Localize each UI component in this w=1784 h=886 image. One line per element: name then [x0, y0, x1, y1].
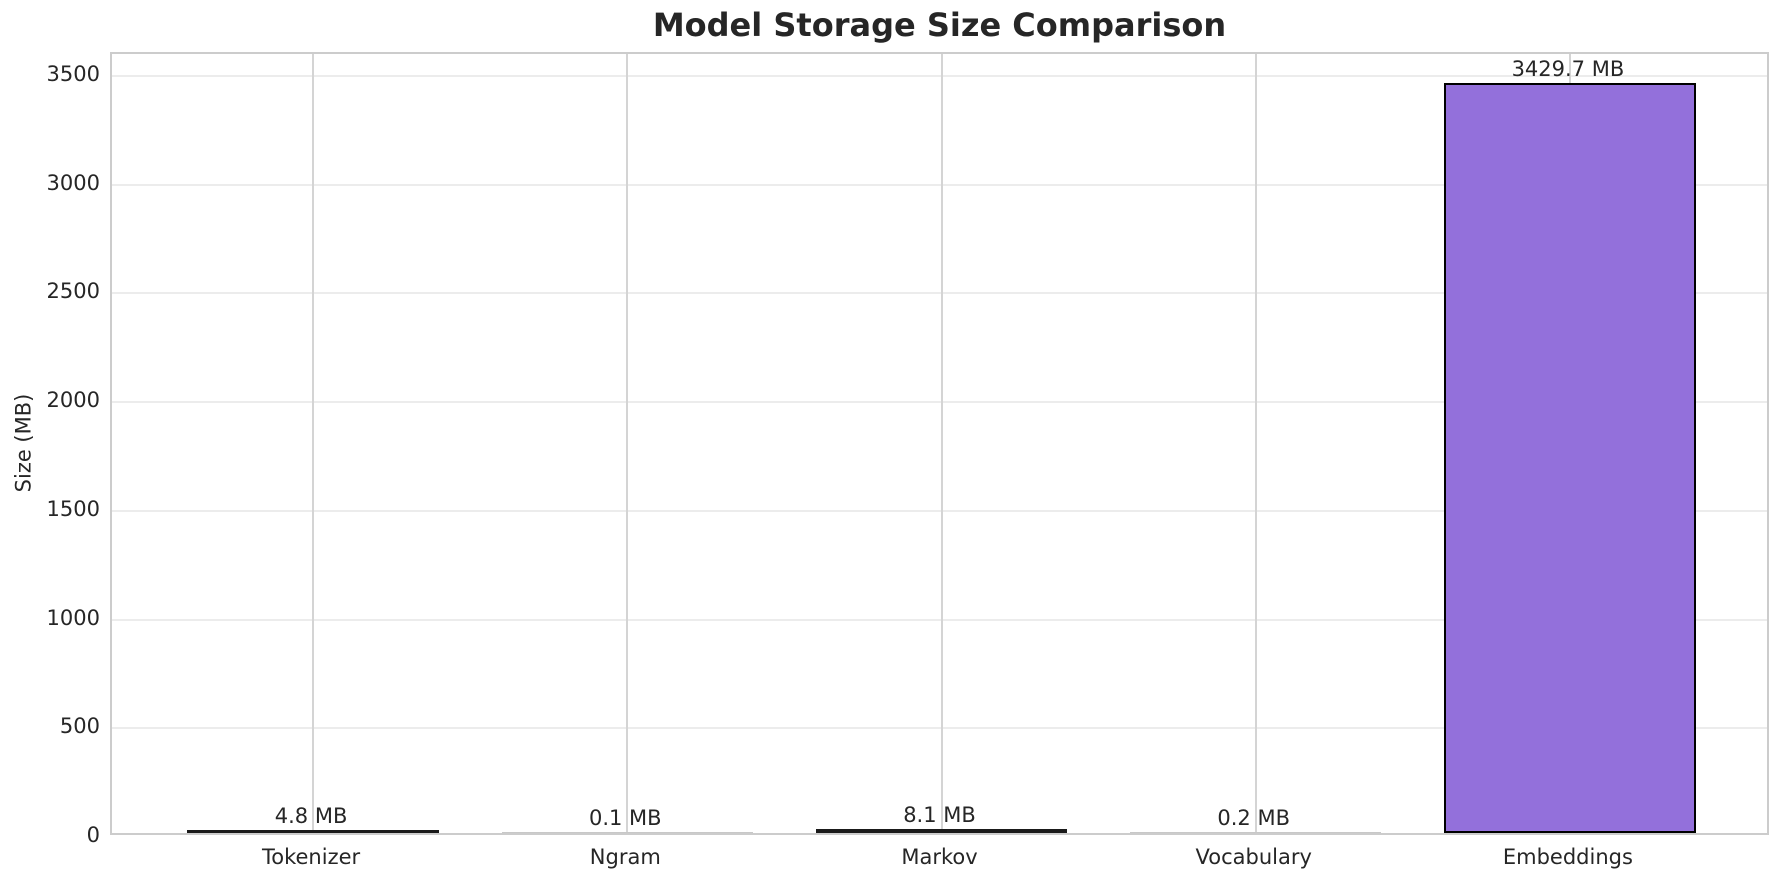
bar [187, 830, 439, 833]
y-tick-label: 3000 [46, 170, 100, 195]
y-tick-label: 1500 [46, 496, 100, 521]
vertical-gridline [1254, 54, 1257, 833]
chart-title: Model Storage Size Comparison [652, 6, 1227, 44]
y-axis-title-container: Size (MB) [0, 0, 46, 886]
vertical-gridline [312, 54, 315, 833]
x-tick-label: Markov [901, 845, 978, 869]
horizontal-gridline [112, 401, 1767, 404]
horizontal-gridline [112, 183, 1767, 186]
y-tick-label: 1000 [46, 605, 100, 630]
plot-area [110, 52, 1769, 835]
x-tick-label: Ngram [589, 845, 661, 869]
bar [501, 832, 753, 833]
x-tick-label: Embeddings [1502, 845, 1633, 869]
x-tick-label: Tokenizer [261, 845, 361, 869]
vertical-gridline [626, 54, 629, 833]
horizontal-gridline [112, 618, 1767, 621]
horizontal-gridline [112, 727, 1767, 730]
bar-value-label: 0.2 MB [1217, 806, 1291, 830]
y-tick-label: 2000 [46, 388, 100, 413]
bar [815, 829, 1068, 833]
bar-value-label: 3429.7 MB [1511, 57, 1625, 81]
y-tick-label: 500 [59, 714, 100, 739]
bar-value-label: 0.1 MB [588, 806, 662, 830]
y-tick-label: 2500 [46, 279, 100, 304]
x-tick-label: Vocabulary [1195, 845, 1312, 869]
horizontal-gridline [112, 292, 1767, 295]
vertical-gridline [940, 54, 943, 833]
bar [1444, 83, 1696, 833]
bar-value-label: 4.8 MB [274, 804, 348, 828]
bar [1130, 832, 1382, 833]
y-tick-label: 3500 [46, 61, 100, 86]
y-tick-label: 0 [86, 823, 100, 847]
horizontal-gridline [112, 509, 1767, 512]
horizontal-gridline [112, 74, 1767, 77]
bar-value-label: 8.1 MB [903, 803, 976, 827]
